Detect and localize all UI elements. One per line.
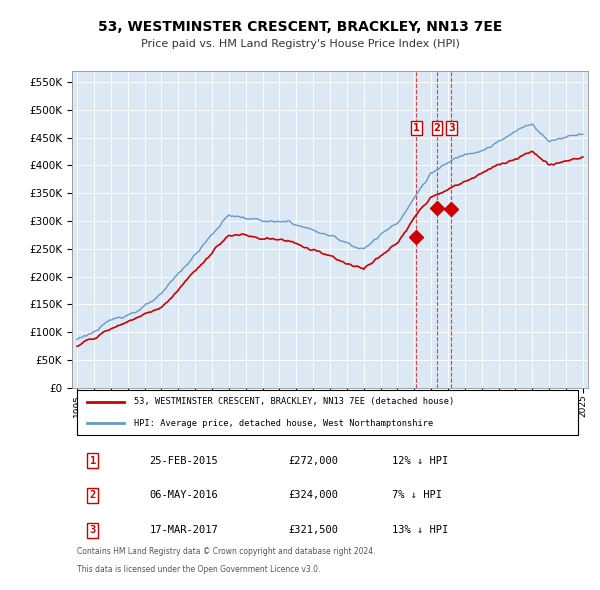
Text: 2: 2 [89, 490, 96, 500]
Text: 2: 2 [434, 123, 440, 133]
Text: £272,000: £272,000 [289, 455, 339, 466]
Text: 53, WESTMINSTER CRESCENT, BRACKLEY, NN13 7EE: 53, WESTMINSTER CRESCENT, BRACKLEY, NN13… [98, 19, 502, 34]
Text: 25-FEB-2015: 25-FEB-2015 [149, 455, 218, 466]
FancyBboxPatch shape [77, 391, 578, 435]
Text: 12% ↓ HPI: 12% ↓ HPI [392, 455, 448, 466]
Text: This data is licensed under the Open Government Licence v3.0.: This data is licensed under the Open Gov… [77, 565, 320, 574]
Text: 1: 1 [413, 123, 420, 133]
Text: 1: 1 [89, 455, 96, 466]
Text: 13% ↓ HPI: 13% ↓ HPI [392, 525, 448, 535]
Text: 7% ↓ HPI: 7% ↓ HPI [392, 490, 442, 500]
Text: HPI: Average price, detached house, West Northamptonshire: HPI: Average price, detached house, West… [134, 419, 433, 428]
Text: Price paid vs. HM Land Registry's House Price Index (HPI): Price paid vs. HM Land Registry's House … [140, 40, 460, 49]
Text: 06-MAY-2016: 06-MAY-2016 [149, 490, 218, 500]
Text: £321,500: £321,500 [289, 525, 339, 535]
Text: 17-MAR-2017: 17-MAR-2017 [149, 525, 218, 535]
Text: 53, WESTMINSTER CRESCENT, BRACKLEY, NN13 7EE (detached house): 53, WESTMINSTER CRESCENT, BRACKLEY, NN13… [134, 397, 454, 407]
Text: 3: 3 [448, 123, 455, 133]
Text: Contains HM Land Registry data © Crown copyright and database right 2024.: Contains HM Land Registry data © Crown c… [77, 548, 376, 556]
Text: £324,000: £324,000 [289, 490, 339, 500]
Text: 3: 3 [89, 525, 96, 535]
